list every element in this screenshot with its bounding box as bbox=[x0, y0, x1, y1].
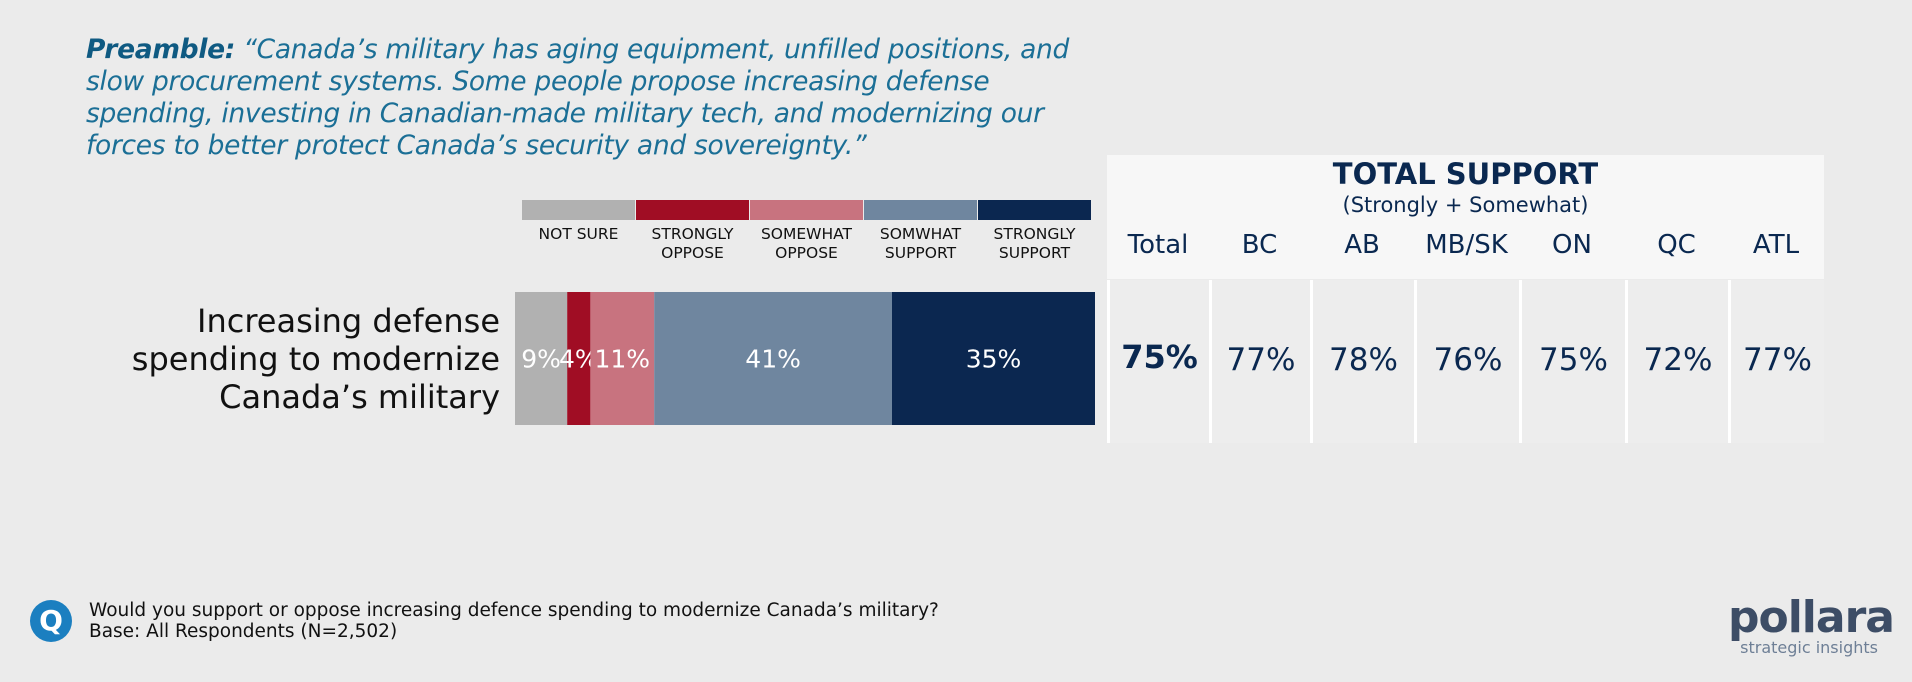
legend-item: NOT SURE bbox=[522, 200, 635, 244]
panel-subtitle: (Strongly + Somewhat) bbox=[1342, 193, 1589, 217]
column-header: AB bbox=[1344, 230, 1380, 260]
support-value: 75% bbox=[1539, 342, 1608, 378]
column-header: QC bbox=[1657, 230, 1696, 260]
question-icon: Q bbox=[30, 600, 72, 642]
column-header: BC bbox=[1241, 230, 1278, 260]
pollara-logo: pollara strategic insights bbox=[1728, 592, 1895, 658]
legend-label: STRONGLY SUPPORT bbox=[993, 225, 1076, 262]
logo-name: pollara bbox=[1728, 592, 1895, 643]
support-value: 78% bbox=[1329, 342, 1398, 378]
legend-swatch bbox=[522, 200, 635, 220]
question-text: Would you support or oppose increasing d… bbox=[89, 600, 939, 642]
legend-label: NOT SURE bbox=[538, 225, 619, 243]
total-support-header: TOTAL SUPPORT (Strongly + Somewhat) bbox=[1107, 155, 1824, 279]
legend-swatch bbox=[750, 200, 863, 220]
support-value: 72% bbox=[1643, 342, 1713, 378]
support-cell: 78% bbox=[1310, 280, 1414, 443]
support-cell: 77% bbox=[1209, 280, 1310, 443]
bar-data-label: 35% bbox=[966, 345, 1022, 374]
preamble-text: “Canada’s military has aging equipment, … bbox=[86, 34, 1070, 161]
preamble: Preamble: “Canada’s military has aging e… bbox=[86, 34, 1076, 162]
support-value: 77% bbox=[1226, 342, 1296, 378]
legend-item: SOMWHAT SUPPORT bbox=[864, 200, 977, 263]
legend-label: SOMWHAT SUPPORT bbox=[879, 225, 962, 262]
panel-title: TOTAL SUPPORT bbox=[1332, 157, 1599, 191]
column-header: ATL bbox=[1752, 230, 1800, 260]
preamble-label: Preamble: bbox=[86, 34, 236, 65]
legend-swatch bbox=[864, 200, 977, 220]
bar-data-label: 9% bbox=[521, 345, 561, 374]
column-header: Total bbox=[1127, 230, 1189, 260]
support-cell: 75% bbox=[1519, 280, 1625, 443]
legend-swatch bbox=[636, 200, 749, 220]
column-header: MB/SK bbox=[1425, 230, 1508, 260]
bar-segment-strongly-oppose bbox=[567, 292, 591, 425]
legend-label: SOMEWHAT OPPOSE bbox=[760, 225, 853, 262]
bar-data-label: 41% bbox=[745, 345, 801, 374]
bar-segment-strongly-support bbox=[892, 292, 1095, 425]
support-value: 75% bbox=[1121, 338, 1198, 376]
legend-swatch bbox=[978, 200, 1091, 220]
bar-segment-somewhat-oppose bbox=[590, 292, 655, 425]
logo-tagline: strategic insights bbox=[1740, 638, 1878, 657]
legend-item: SOMEWHAT OPPOSE bbox=[750, 200, 863, 263]
support-cell: 77% bbox=[1728, 280, 1824, 443]
legend-label: STRONGLY OPPOSE bbox=[651, 225, 734, 262]
support-value: 76% bbox=[1433, 342, 1503, 378]
bar-data-label: 11% bbox=[595, 345, 651, 374]
bar-segment-not-sure bbox=[515, 292, 568, 425]
support-cell: 72% bbox=[1625, 280, 1728, 443]
legend-item: STRONGLY OPPOSE bbox=[636, 200, 749, 263]
column-header: ON bbox=[1552, 230, 1592, 260]
bar-segment-somwhat-support bbox=[654, 292, 892, 425]
row-label: Increasing defense spending to modernize… bbox=[131, 302, 500, 416]
support-value: 77% bbox=[1743, 342, 1812, 378]
support-cell: 76% bbox=[1414, 280, 1519, 443]
legend-item: STRONGLY SUPPORT bbox=[978, 200, 1091, 263]
support-cell: 75% bbox=[1107, 280, 1209, 443]
